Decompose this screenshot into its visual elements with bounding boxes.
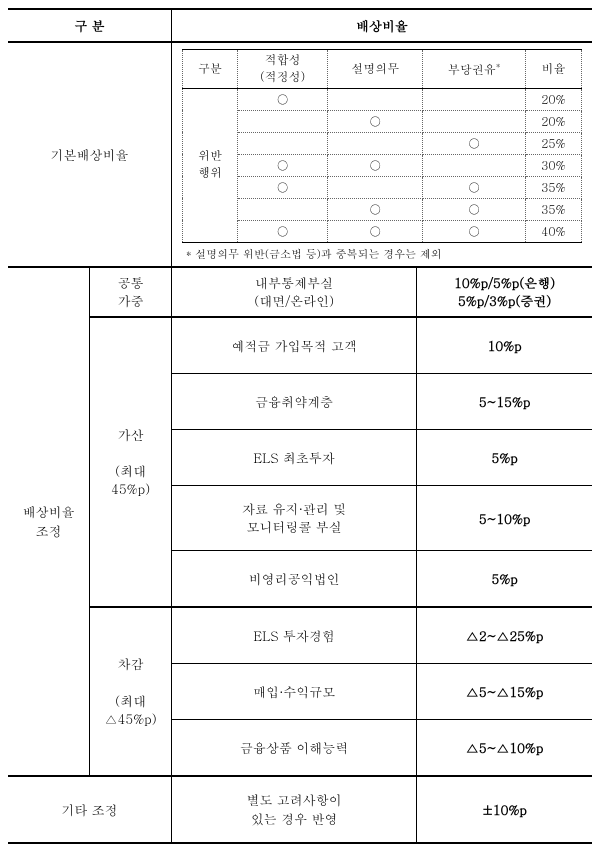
add-item-desc: 자료 유지·관리 및 모니터링콜 부실 bbox=[172, 485, 417, 550]
violation-table: 구분 적합성 (적정성) 설명의무 부당권유* 비율 위반 bbox=[182, 49, 582, 243]
ratio-cell: 35% bbox=[525, 176, 581, 198]
mark-cell: ○ bbox=[238, 220, 328, 242]
mark-cell: ○ bbox=[238, 176, 328, 198]
ratio-cell: 25% bbox=[525, 132, 581, 154]
sub-item-val: △2~△25%p bbox=[417, 607, 592, 664]
header-ratio: 배상비율 bbox=[172, 9, 593, 42]
add-item-desc: 예적금 가입목적 고객 bbox=[172, 317, 417, 374]
mark-cell: ○ bbox=[423, 132, 526, 154]
sub-item-val: △5~△15%p bbox=[417, 664, 592, 720]
inner-h-suitability: 적합성 (적정성) bbox=[238, 50, 328, 89]
add-item-val: 5~15%p bbox=[417, 373, 592, 429]
sub-item-desc: ELS 투자경험 bbox=[172, 607, 417, 664]
add-cat: 가산 (최대 45%p) bbox=[90, 317, 172, 607]
mark-cell: ○ bbox=[423, 220, 526, 242]
other-label: 기타 조정 bbox=[8, 776, 172, 842]
mark-cell: ○ bbox=[328, 220, 423, 242]
add-item-desc: 비영리공익법인 bbox=[172, 551, 417, 608]
other-desc: 별도 고려사항이 있는 경우 반영 bbox=[172, 776, 417, 842]
mark-cell: ○ bbox=[328, 198, 423, 220]
ratio-cell: 35% bbox=[525, 198, 581, 220]
common-weight-val: 10%p/5%p(은행) 5%p/3%p(증권) bbox=[417, 267, 592, 317]
mark-cell: ○ bbox=[328, 154, 423, 176]
add-item-desc: ELS 최초투자 bbox=[172, 429, 417, 485]
add-item-val: 10%p bbox=[417, 317, 592, 374]
add-item-val: 5~10%p bbox=[417, 485, 592, 550]
adjust-label: 배상비율 조정 bbox=[8, 267, 90, 777]
mark-cell bbox=[328, 88, 423, 110]
inner-footnote: * 설명의무 위반(금소법 등)과 중복되는 경우는 제외 bbox=[174, 245, 590, 262]
inner-rowspan-violation: 위반 행위 bbox=[183, 88, 238, 242]
mark-cell: ○ bbox=[328, 110, 423, 132]
sub-item-desc: 매입·수익규모 bbox=[172, 664, 417, 720]
header-category: 구 분 bbox=[8, 9, 172, 42]
ratio-cell: 40% bbox=[525, 220, 581, 242]
mark-cell bbox=[238, 132, 328, 154]
sub-item-desc: 금융상품 이해능력 bbox=[172, 720, 417, 777]
mark-cell bbox=[423, 154, 526, 176]
compensation-table: 구 분 배상비율 기본배상비율 구분 적합성 (적정성) 설명의무 bbox=[8, 8, 592, 844]
mark-cell bbox=[423, 88, 526, 110]
mark-cell bbox=[328, 176, 423, 198]
mark-cell bbox=[238, 198, 328, 220]
inner-h-ratio: 비율 bbox=[525, 50, 581, 89]
mark-cell bbox=[423, 110, 526, 132]
ratio-cell: 20% bbox=[525, 88, 581, 110]
mark-cell bbox=[238, 110, 328, 132]
basic-ratio-label: 기본배상비율 bbox=[8, 42, 172, 267]
mark-cell: ○ bbox=[423, 176, 526, 198]
mark-cell bbox=[328, 132, 423, 154]
common-weight-desc: 내부통제부실 (대면/온라인) bbox=[172, 267, 417, 317]
inner-h-explain: 설명의무 bbox=[328, 50, 423, 89]
inner-h-category: 구분 bbox=[183, 50, 238, 89]
mark-cell: ○ bbox=[238, 88, 328, 110]
mark-cell: ○ bbox=[423, 198, 526, 220]
ratio-cell: 30% bbox=[525, 154, 581, 176]
basic-ratio-cell: 구분 적합성 (적정성) 설명의무 부당권유* 비율 위반 bbox=[172, 42, 593, 267]
ratio-cell: 20% bbox=[525, 110, 581, 132]
add-item-val: 5%p bbox=[417, 429, 592, 485]
sub-cat: 차감 (최대 △45%p) bbox=[90, 607, 172, 776]
mark-cell: ○ bbox=[238, 154, 328, 176]
other-val: ±10%p bbox=[417, 776, 592, 842]
common-weight-cat: 공통 가중 bbox=[90, 267, 172, 317]
add-item-desc: 금융취약계층 bbox=[172, 373, 417, 429]
add-item-val: 5%p bbox=[417, 551, 592, 608]
inner-h-unfair: 부당권유* bbox=[423, 50, 526, 89]
sub-item-val: △5~△10%p bbox=[417, 720, 592, 777]
